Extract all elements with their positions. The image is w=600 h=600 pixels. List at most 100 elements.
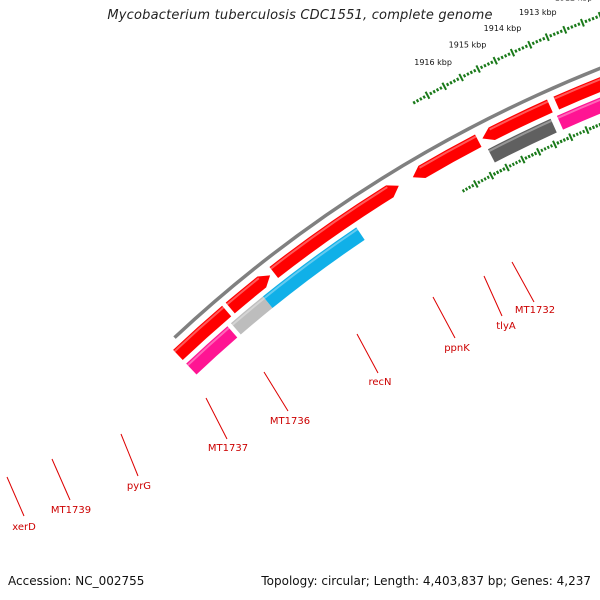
inner-tick xyxy=(464,187,469,191)
outer-tick xyxy=(449,80,453,85)
label-connector xyxy=(6,476,25,517)
outer-tick xyxy=(577,22,581,26)
forward-gene-arrow xyxy=(553,77,600,110)
inner-tick xyxy=(543,147,547,151)
genome-backbone xyxy=(173,66,600,339)
outer-tick xyxy=(535,39,539,44)
inner-tick xyxy=(496,170,500,175)
outer-tick xyxy=(435,88,440,92)
label-connector xyxy=(483,275,503,317)
inner-tick xyxy=(546,145,550,150)
inner-tick xyxy=(566,136,570,141)
outer-tick xyxy=(483,63,487,68)
outer-tick xyxy=(458,73,464,82)
inner-tick xyxy=(518,159,522,163)
reverse-gene-box xyxy=(487,118,557,163)
inner-tick xyxy=(483,177,487,181)
inner-tick xyxy=(486,175,490,180)
inner-tick xyxy=(524,156,528,160)
inner-tick xyxy=(549,144,554,148)
outer-tick xyxy=(415,98,420,103)
inner-tick xyxy=(568,133,574,142)
outer-tick xyxy=(469,70,473,75)
inner-tick xyxy=(578,131,582,135)
forward-gene-arrow xyxy=(225,275,271,314)
inner-tick xyxy=(572,133,576,138)
outer-tick xyxy=(466,72,470,76)
inner-tick xyxy=(511,162,515,167)
label-connector xyxy=(511,261,535,303)
inner-tick xyxy=(533,151,538,156)
forward-gene-arrow xyxy=(412,134,482,178)
gene-label-connectors xyxy=(6,261,535,517)
outer-tick xyxy=(475,64,481,74)
outer-tick xyxy=(584,19,588,24)
kbp-label: 1915 kbp xyxy=(449,41,487,50)
forward-gene-arrow xyxy=(269,185,399,279)
inner-tick xyxy=(588,126,592,131)
inner-tick xyxy=(584,126,590,135)
accession-text: Accession: NC_002755 xyxy=(8,574,145,588)
reverse-gene-box xyxy=(230,296,273,335)
outer-tick xyxy=(570,25,574,29)
inner-tick xyxy=(508,164,512,168)
outer-tick xyxy=(507,52,511,57)
label-connector xyxy=(432,296,456,339)
inner-tick xyxy=(488,171,495,180)
gene-label-tlya: tlyA xyxy=(496,321,516,332)
outer-tick xyxy=(429,91,433,96)
gene-label-xerd: xerD xyxy=(12,522,36,533)
inner-tick xyxy=(556,141,560,145)
outer-tick xyxy=(559,29,563,34)
inner-tick xyxy=(582,129,586,134)
map-title: Mycobacterium tuberculosis CDC1551, comp… xyxy=(107,8,493,23)
inner-tick xyxy=(477,180,481,185)
outer-tick xyxy=(462,73,467,78)
outer-tick xyxy=(538,38,542,43)
outer-tick xyxy=(521,46,525,50)
gene-labels: MT1732 tlyA ppnK recN MT1736 MT1737 pyrG MT1739… xyxy=(12,305,555,533)
outer-tick xyxy=(432,89,436,94)
gene-label-mt1737: MT1737 xyxy=(208,443,248,454)
outer-tick xyxy=(452,79,457,83)
forward-gene-arrow xyxy=(173,305,232,361)
inner-tick xyxy=(520,155,526,164)
outer-tick xyxy=(503,54,508,58)
inner-tick xyxy=(527,154,531,159)
kbp-label: 1916 kbp xyxy=(414,58,452,67)
label-connector xyxy=(356,333,379,374)
outer-tick xyxy=(479,65,484,70)
reverse-gene-box xyxy=(263,227,365,309)
inner-tick xyxy=(473,179,479,188)
outer-tick xyxy=(490,60,494,65)
reverse-strand-genes xyxy=(186,97,600,375)
inner-tick xyxy=(540,148,544,153)
outer-tick xyxy=(422,95,426,99)
gene-label-mt1732: MT1732 xyxy=(515,305,555,316)
outer-tick xyxy=(566,26,570,31)
outer-tick xyxy=(439,86,443,90)
forward-gene-arrow xyxy=(482,99,553,140)
inner-tick xyxy=(530,153,534,157)
forward-strand-genes xyxy=(173,77,600,361)
outer-tick xyxy=(492,56,498,65)
outer-tick xyxy=(595,15,599,20)
outer-tick xyxy=(549,33,553,38)
inner-tick xyxy=(552,140,558,149)
kbp-label-group: 1907 kbp1908 kbp1909 kbp1910 kbp1911 kbp… xyxy=(414,0,592,67)
inner-tick xyxy=(461,188,466,193)
outer-tick xyxy=(552,32,556,37)
outer-tick xyxy=(527,40,533,49)
inner-tick xyxy=(499,168,503,173)
outer-tick xyxy=(514,49,518,53)
outer-tick xyxy=(509,48,516,57)
reverse-gene-box xyxy=(556,97,600,130)
inner-tick xyxy=(514,160,519,165)
outer-tick xyxy=(412,100,416,105)
inner-tick xyxy=(591,125,595,130)
outer-tick xyxy=(419,97,423,101)
kbp-label: 1913 kbp xyxy=(519,8,557,17)
outer-tick xyxy=(441,82,448,91)
outer-tick xyxy=(486,62,491,66)
